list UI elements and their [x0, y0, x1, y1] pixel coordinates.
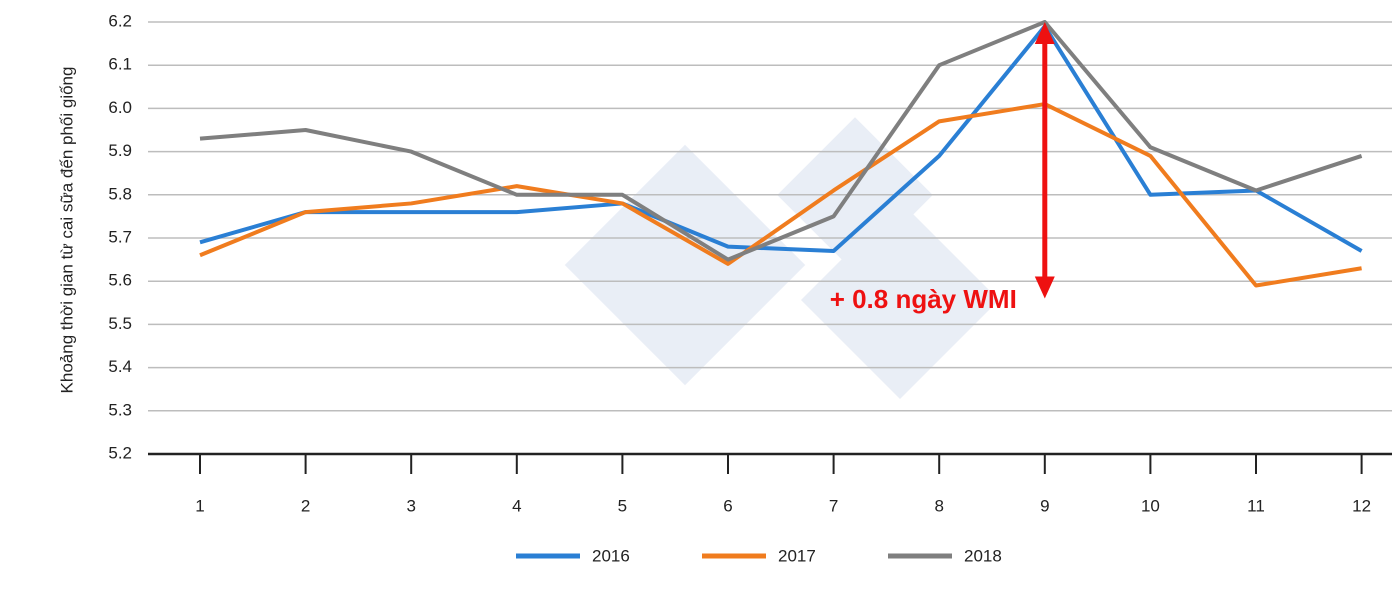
arrow-head	[1034, 276, 1055, 299]
arrow-head	[1034, 22, 1055, 44]
legend-label: 2016	[592, 546, 630, 565]
x-tick-label: 5	[618, 496, 627, 515]
y-tick-label: 6.1	[108, 55, 132, 74]
legend-label: 2018	[964, 546, 1002, 565]
y-axis-label: Khoảng thời gian từ cai sữa đến phối giố…	[57, 67, 76, 394]
annotation-text: + 0.8 ngày WMI	[830, 284, 1017, 314]
y-tick-label: 5.3	[108, 400, 132, 419]
y-tick-label: 6.2	[108, 11, 132, 30]
y-tick-label: 5.4	[108, 357, 132, 376]
y-tick-label: 5.8	[108, 184, 132, 203]
x-tick-label: 2	[301, 496, 310, 515]
x-tick-label: 4	[512, 496, 521, 515]
x-tick-label: 9	[1040, 496, 1049, 515]
x-tick-label: 7	[829, 496, 838, 515]
x-tick-label: 11	[1247, 496, 1265, 515]
x-tick-label: 6	[723, 496, 732, 515]
line-series	[199, 20, 1363, 262]
y-tick-label: 6.0	[108, 98, 132, 117]
x-tick-label: 1	[195, 496, 204, 515]
y-tick-label: 5.6	[108, 271, 132, 290]
x-tick-label: 3	[406, 496, 415, 515]
x-tick-label: 12	[1352, 496, 1371, 515]
line-series	[199, 24, 1363, 253]
legend-label: 2017	[778, 546, 816, 565]
y-tick-label: 5.9	[108, 141, 132, 160]
y-tick-label: 5.7	[108, 227, 132, 246]
y-tick-label: 5.5	[108, 314, 132, 333]
x-tick-label: 10	[1141, 496, 1160, 515]
line-series	[199, 102, 1362, 288]
x-tick-label: 8	[934, 496, 943, 515]
y-tick-label: 5.2	[108, 443, 132, 462]
